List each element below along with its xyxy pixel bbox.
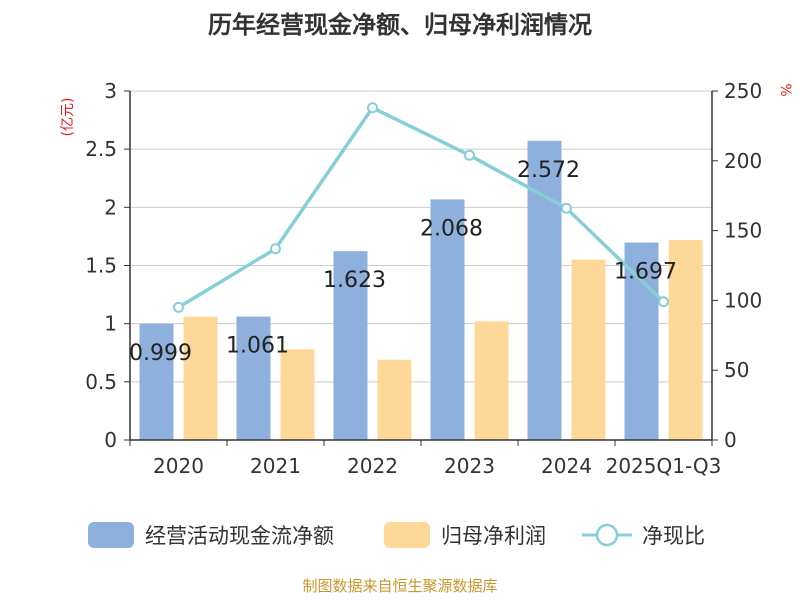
source-footer: 制图数据来自恒生聚源数据库 xyxy=(302,577,497,595)
bar-cashflow-2022 xyxy=(333,251,368,440)
bar-cashflow-2023 xyxy=(430,199,465,440)
x-tick-label-2025Q1-Q3: 2025Q1-Q3 xyxy=(606,454,722,478)
bar-profit-2025Q1-Q3 xyxy=(668,239,703,440)
legend-label-cashflow: 经营活动现金流净额 xyxy=(145,524,334,548)
bars xyxy=(139,140,703,441)
x-tick-label-2022: 2022 xyxy=(347,454,398,478)
y-left-tick-label-6: 3 xyxy=(104,79,117,103)
ratio-point-2022 xyxy=(367,102,378,114)
chart-title: 历年经营现金净额、归母净利润情况 xyxy=(208,11,592,39)
y-left-tick-label-5: 2.5 xyxy=(85,137,117,161)
bar-profit-2020 xyxy=(183,316,218,440)
legend-label-profit: 归母净利润 xyxy=(441,524,546,548)
tick-labels: 0 0.5 1 1.5 2 2.5 3 0 50 100 150 200 250 2020 2021 2022… xyxy=(85,79,762,478)
y-right-tick-label-1: 50 xyxy=(724,358,749,382)
data-label-cashflow-2025Q1-Q3: 1.697 xyxy=(614,260,677,285)
bar-profit-2024 xyxy=(571,259,606,440)
y-left-tick-label-0: 0 xyxy=(104,428,117,452)
ratio-point-2021 xyxy=(270,243,281,255)
bar-profit-2023 xyxy=(474,321,509,440)
x-tick-label-2020: 2020 xyxy=(153,454,204,478)
ratio-point-2023 xyxy=(464,149,475,161)
y-left-tick-label-4: 2 xyxy=(104,195,117,219)
x-tick-label-2024: 2024 xyxy=(541,454,592,478)
legend-label-ratio: 净现比 xyxy=(642,524,705,548)
legend-swatch-profit xyxy=(384,522,430,548)
bar-cashflow-2024 xyxy=(527,140,562,441)
data-label-cashflow-2020: 0.999 xyxy=(129,341,192,366)
y-right-tick-label-5: 250 xyxy=(724,79,762,103)
y-left-tick-label-2: 1 xyxy=(104,312,117,336)
data-label-cashflow-2023: 2.068 xyxy=(420,216,483,241)
ratio-point-2024 xyxy=(561,202,572,214)
bar-profit-2022 xyxy=(377,359,412,440)
y-right-tick-label-2: 100 xyxy=(724,288,762,312)
bar-profit-2021 xyxy=(280,349,315,440)
data-label-cashflow-2024: 2.572 xyxy=(517,158,580,183)
bar-cashflow-2025Q1-Q3 xyxy=(624,242,659,440)
data-label-cashflow-2021: 1.061 xyxy=(226,334,289,359)
y-right-tick-label-0: 0 xyxy=(724,428,737,452)
legend: 经营活动现金流净额 归母净利润 净现比 xyxy=(88,522,705,548)
bar-cashflow-2020 xyxy=(139,323,174,440)
legend-swatch-cashflow xyxy=(88,522,134,548)
y-axis-left-label: (亿元) xyxy=(60,98,76,137)
y-axis-right-label: % xyxy=(777,83,793,96)
ratio-line xyxy=(173,102,669,313)
y-left-tick-label-3: 1.5 xyxy=(85,254,117,278)
bar-cashflow-2021 xyxy=(236,316,271,440)
grid-lines xyxy=(130,90,712,383)
y-right-tick-label-3: 150 xyxy=(724,219,762,243)
data-labels: 0.999 1.061 1.623 2.068 2.572 1.697 xyxy=(129,158,677,366)
legend-marker-ratio xyxy=(595,523,619,547)
x-tick-label-2021: 2021 xyxy=(250,454,301,478)
data-label-cashflow-2022: 1.623 xyxy=(323,268,386,293)
y-right-tick-label-4: 200 xyxy=(724,149,762,173)
ratio-line-path xyxy=(177,105,665,309)
y-left-tick-label-1: 0.5 xyxy=(85,370,117,394)
ratio-point-2025Q1-Q3 xyxy=(658,296,669,308)
ratio-point-2020 xyxy=(173,301,184,313)
x-tick-label-2023: 2023 xyxy=(444,454,495,478)
